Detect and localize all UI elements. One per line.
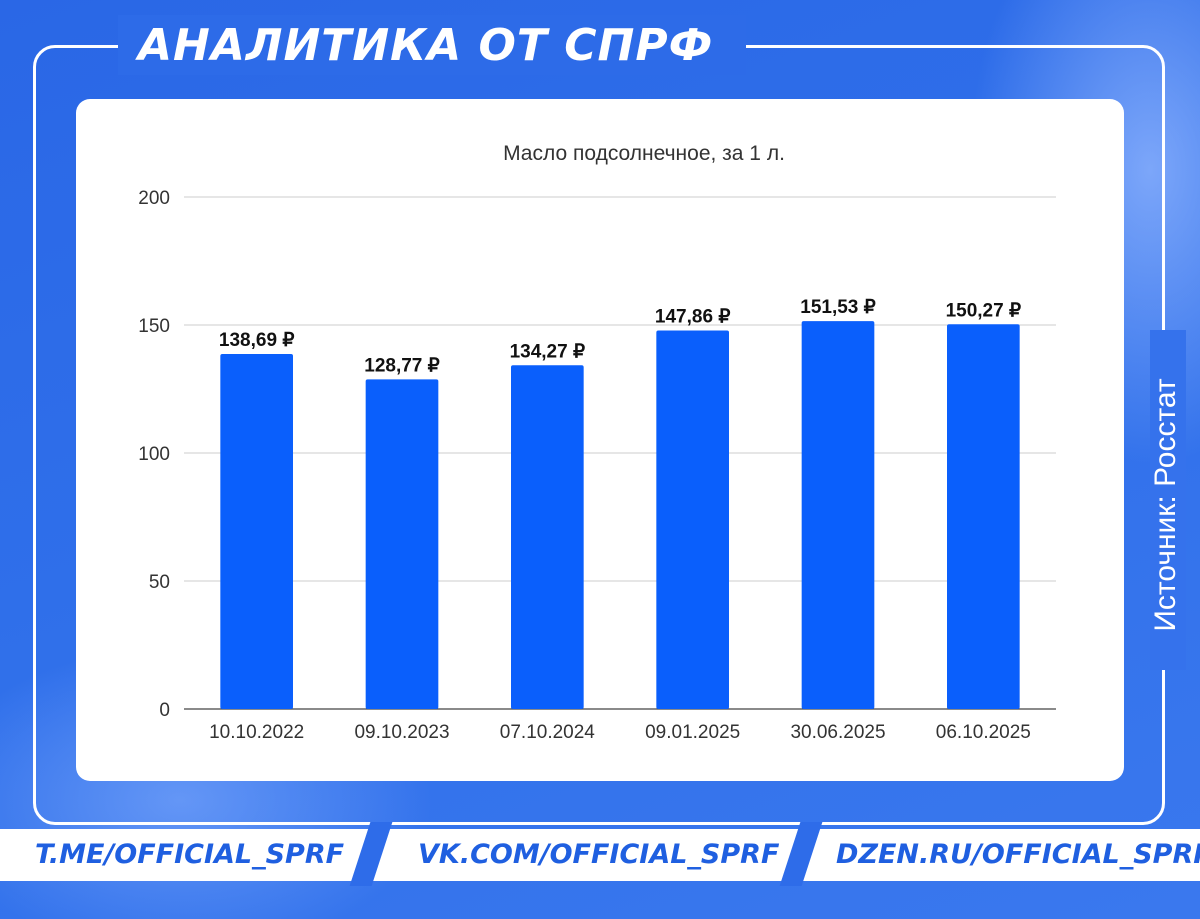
chart-title: Масло подсолнечное, за 1 л. [503,142,785,165]
bar [801,321,875,709]
y-tick-label: 200 [138,188,170,209]
bar [220,353,293,709]
bar [511,365,584,709]
footer-bar [0,829,1200,881]
bar [365,379,439,709]
x-tick-label: 30.06.2025 [790,722,885,743]
x-tick-label: 07.10.2024 [500,722,596,743]
source-backdrop [1150,330,1186,670]
y-tick-label: 0 [159,700,170,721]
y-tick-label: 50 [149,572,170,593]
bar [947,324,1020,709]
data-label: 147,86 ₽ [655,306,730,327]
dzen-link[interactable]: DZEN.RU/OFFICIAL_SPRF [836,839,1200,870]
bar-chart: Масло подсолнечное, за 1 л. 0 50 100 150 200 1… [138,142,1056,743]
data-label: 128,77 ₽ [364,355,439,376]
vk-link[interactable]: VK.COM/OFFICIAL_SPRF [418,839,780,870]
data-label: 138,69 ₽ [219,330,294,351]
page-title: АНАЛИТИКА ОТ СПРФ [138,20,714,71]
x-tick-label: 06.10.2025 [936,722,1031,743]
data-label: 151,53 ₽ [800,297,875,318]
source-label: Источник: Росстат [1149,378,1182,632]
chart-card: Масло подсолнечное, за 1 л. 0 50 100 150 200 1… [76,99,1124,781]
title-backdrop [118,15,746,75]
x-tick-label: 09.10.2023 [354,722,449,743]
bar [656,330,729,709]
telegram-link[interactable]: T.ME/OFFICIAL_SPRF [35,839,345,870]
data-label: 134,27 ₽ [510,341,585,362]
x-tick-label: 10.10.2022 [209,722,304,743]
y-tick-label: 150 [138,316,170,337]
data-label: 150,27 ₽ [946,300,1021,321]
x-tick-label: 09.01.2025 [645,722,740,743]
y-tick-label: 100 [138,444,170,465]
